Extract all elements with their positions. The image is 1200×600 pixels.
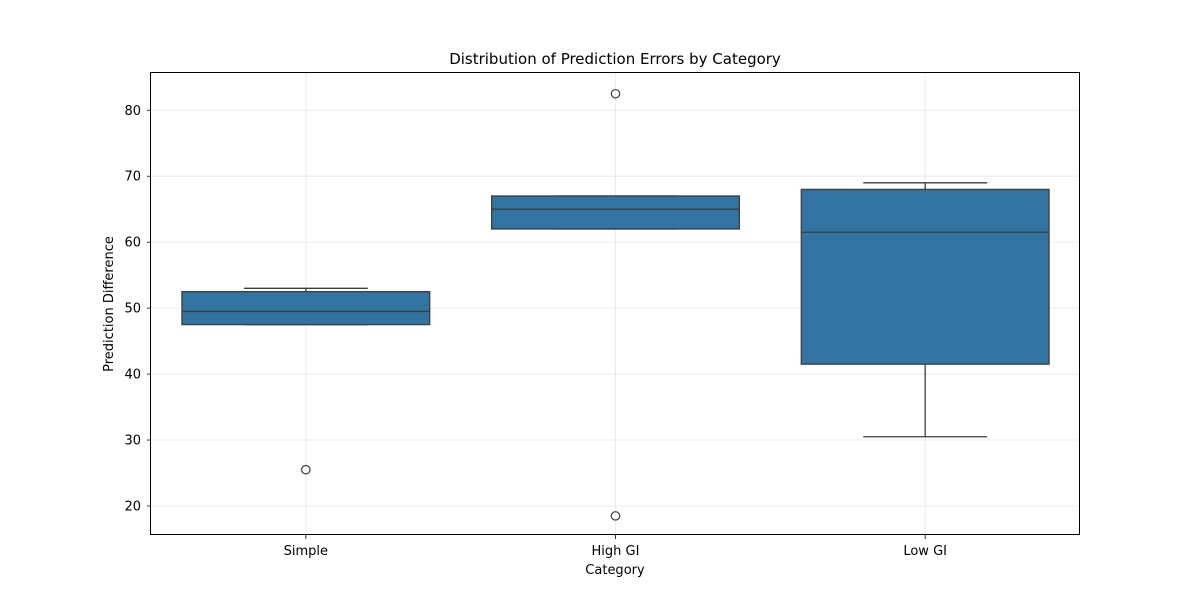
x-axis: Simple High GI Low GI (284, 535, 947, 559)
outlier-point (301, 464, 311, 475)
x-tick-label: Simple (284, 544, 328, 559)
box-simple (181, 287, 431, 475)
y-axis: 20 30 40 50 60 70 80 (124, 104, 151, 514)
y-tick-label: 50 (124, 302, 141, 317)
outlier-point (610, 511, 621, 521)
x-axis-label: Category (585, 563, 645, 578)
chart-title: Distribution of Prediction Errors by Cat… (449, 50, 781, 68)
x-tick-label: High GI (592, 544, 640, 559)
box-high-gi (490, 88, 741, 521)
y-tick-label: 80 (124, 104, 141, 119)
y-tick-label: 60 (124, 236, 141, 251)
y-tick-label: 20 (124, 499, 141, 514)
y-axis-label: Prediction Difference (102, 236, 117, 372)
box-series (181, 88, 1050, 521)
box-iqr (490, 195, 741, 230)
box-iqr (181, 290, 431, 326)
y-tick-label: 40 (124, 368, 141, 383)
y-tick-label: 70 (124, 170, 141, 185)
x-tick-label: Low GI (903, 544, 947, 559)
box-low-gi (800, 182, 1050, 438)
box-iqr (800, 188, 1050, 365)
y-tick-label: 30 (124, 434, 141, 449)
outlier-point (610, 88, 621, 99)
plot-area-frame (150, 72, 1080, 535)
